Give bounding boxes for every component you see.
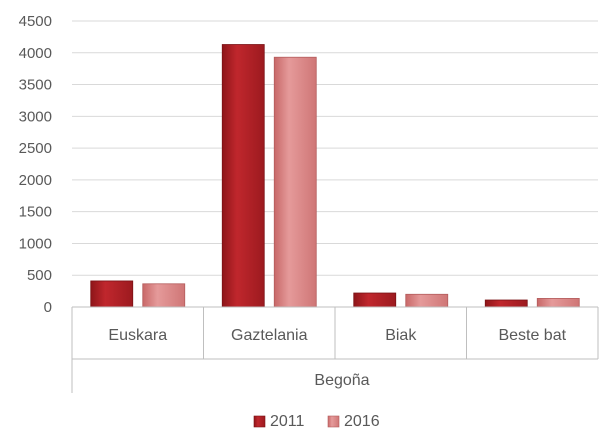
legend: 2011 2016 [253, 413, 380, 430]
legend-swatch-2016 [327, 415, 340, 428]
x-axis: Euskara Gaztelania Biak Beste bat [108, 327, 566, 344]
bar-2016-euskara [142, 283, 186, 308]
group-label: Begoña [314, 372, 369, 389]
axes [71, 306, 599, 393]
x-tick-label: Beste bat [498, 327, 566, 344]
y-tick-label: 500 [27, 267, 52, 284]
x-tick-label: Euskara [108, 327, 167, 344]
y-tick-label: 1000 [19, 235, 52, 252]
y-tick-label: 4000 [19, 45, 52, 62]
x-tick-label: Gaztelania [231, 327, 308, 344]
x-tick-label: Biak [385, 327, 417, 344]
bar-2016-beste-bat [536, 298, 580, 308]
bar-2016-biak [405, 293, 449, 308]
y-tick-label: 0 [44, 299, 52, 316]
y-tick-label: 4500 [19, 13, 52, 30]
y-axis: 0 500 1000 1500 2000 2500 3000 3500 4000 4500 [19, 13, 52, 316]
y-tick-label: 3500 [19, 77, 52, 94]
bar-2011-euskara [90, 280, 134, 308]
gridlines [72, 20, 598, 308]
legend-label-2016: 2016 [344, 413, 380, 430]
bar-2011-beste-bat [484, 299, 528, 308]
bar-2011-biak [353, 292, 397, 308]
legend-swatch-2011 [253, 415, 266, 428]
bar-2016-gaztelania [273, 56, 317, 308]
y-tick-label: 3000 [19, 108, 52, 125]
y-tick-label: 1500 [19, 204, 52, 221]
bars [90, 44, 580, 308]
legend-label-2011: 2011 [270, 413, 305, 430]
y-tick-label: 2500 [19, 140, 52, 157]
y-tick-label: 2000 [19, 172, 52, 189]
bar-2011-gaztelania [221, 44, 265, 308]
